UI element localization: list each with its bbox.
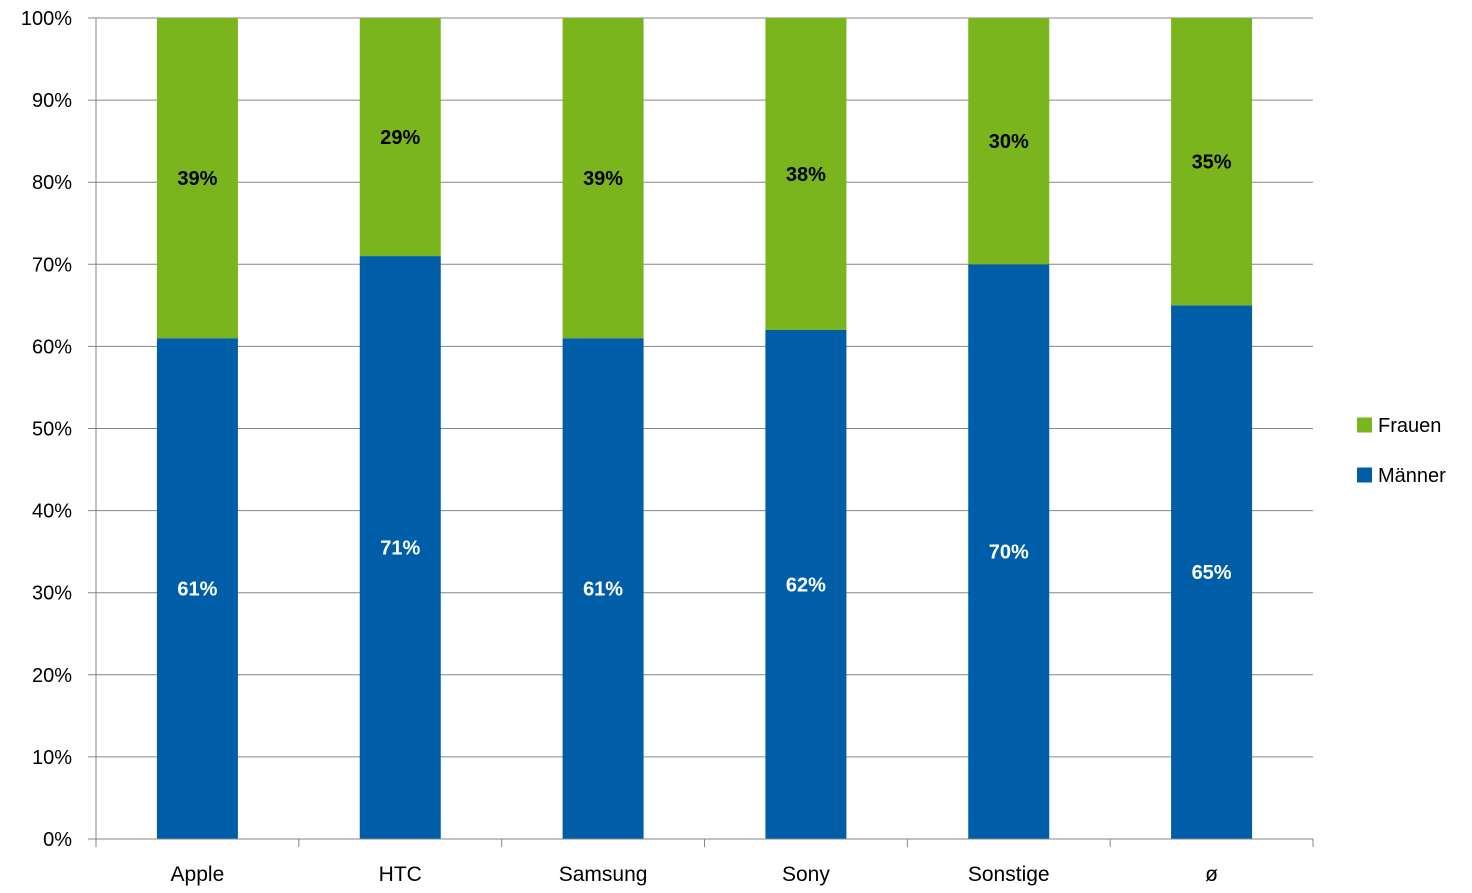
data-label: 65%: [1192, 562, 1232, 584]
data-label: 35%: [1192, 152, 1232, 174]
x-tick-label: Samsung: [559, 863, 648, 886]
data-labels: 61% 39% 71% 29% 61% 39% 62% 38% 70% 30% 65% 35%: [177, 127, 1231, 601]
legend-label: Männer: [1378, 465, 1446, 487]
data-label: 38%: [786, 164, 826, 186]
data-label: 30%: [989, 131, 1029, 153]
gridlines: [88, 17, 1313, 840]
y-tick-label: 0%: [43, 829, 72, 851]
x-tick-label: Sony: [782, 863, 830, 886]
x-tick-label: Apple: [171, 863, 225, 886]
y-tick-label: 20%: [32, 665, 72, 687]
bar-segment-männer: [562, 338, 644, 839]
bar-segment-männer: [359, 256, 441, 840]
y-tick-label: 90%: [32, 90, 72, 112]
bar-segment-frauen: [765, 18, 847, 330]
axes: 0% 10% 20% 30% 40% 50% 60% 70% 80% 90% 100% Apple HT…: [21, 8, 1314, 886]
x-tick-label: ø: [1205, 863, 1218, 886]
y-tick-label: 60%: [32, 336, 72, 358]
bar-segment-männer: [968, 264, 1050, 839]
y-tick-label: 70%: [32, 254, 72, 276]
y-tick-label: 80%: [32, 172, 72, 194]
bars: [156, 18, 1253, 840]
legend-label: Frauen: [1378, 415, 1441, 437]
bar-segment-frauen: [968, 18, 1050, 265]
y-tick-label: 30%: [32, 583, 72, 605]
data-label: 39%: [583, 168, 623, 190]
bar-segment-frauen: [562, 18, 644, 339]
legend: Frauen Männer: [1357, 415, 1446, 487]
bar-segment-frauen: [156, 18, 238, 339]
data-label: 61%: [583, 579, 623, 601]
legend-swatch: [1357, 417, 1372, 433]
data-label: 70%: [989, 542, 1029, 564]
bar-segment-frauen: [359, 18, 441, 257]
legend-swatch: [1357, 467, 1372, 483]
y-tick-label: 50%: [32, 419, 72, 441]
data-label: 29%: [380, 127, 420, 149]
data-label: 62%: [786, 574, 826, 596]
bar-segment-männer: [765, 329, 847, 839]
y-tick-label: 100%: [21, 8, 72, 30]
bar-segment-männer: [156, 338, 238, 839]
data-label: 61%: [177, 579, 217, 601]
y-tick-label: 40%: [32, 501, 72, 523]
y-tick-label: 10%: [32, 747, 72, 769]
x-tick-label: HTC: [379, 863, 422, 886]
x-tick-label: Sonstige: [968, 863, 1050, 886]
bar-segment-frauen: [1171, 18, 1253, 306]
bar-segment-männer: [1171, 305, 1253, 840]
data-label: 71%: [380, 538, 420, 560]
data-label: 39%: [177, 168, 217, 190]
